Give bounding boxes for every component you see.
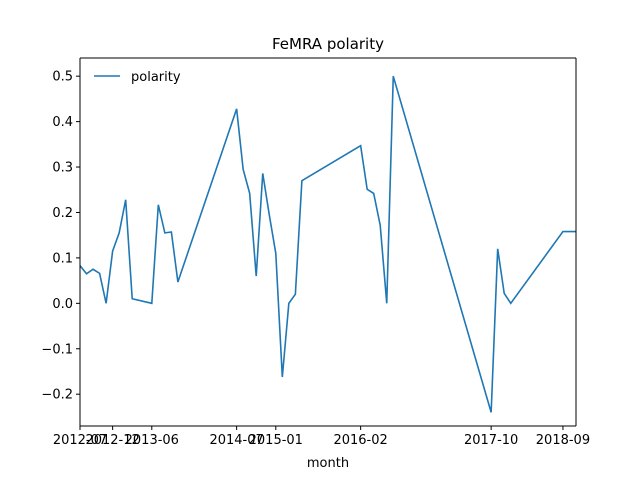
y-tick-label: 0.5 bbox=[52, 70, 73, 85]
y-tick-label: 0.3 bbox=[52, 161, 73, 176]
x-axis-label: month bbox=[307, 456, 349, 471]
y-tick-label: −0.1 bbox=[41, 342, 73, 357]
legend-label-polarity: polarity bbox=[131, 70, 181, 85]
x-tick-label: 2012-12 bbox=[85, 433, 139, 448]
x-tick-label: 2013-06 bbox=[125, 433, 179, 448]
axes-frame bbox=[79, 57, 577, 427]
series-layer bbox=[79, 75, 577, 413]
plot-frame-fill bbox=[80, 58, 576, 426]
x-tick-label: 2014-07 bbox=[209, 433, 263, 448]
y-axis-ticks: −0.2 −0.1 0.0 0.1 0.2 0.3 0.4 0.5 bbox=[41, 70, 80, 403]
x-tick-label: 2017-10 bbox=[464, 433, 518, 448]
x-tick-label: 2015-01 bbox=[249, 433, 303, 448]
x-tick-label: 2018-09 bbox=[536, 433, 590, 448]
y-tick-label: 0.0 bbox=[52, 297, 73, 312]
y-tick-label: 0.4 bbox=[52, 115, 73, 130]
plot-area bbox=[80, 58, 576, 426]
legend: polarity bbox=[94, 70, 181, 85]
y-tick-label: 0.2 bbox=[52, 206, 73, 221]
chart-title: FeMRA polarity bbox=[272, 35, 384, 53]
y-tick-label: −0.2 bbox=[41, 388, 73, 403]
y-tick-label: 0.1 bbox=[52, 251, 73, 266]
series-line-polarity bbox=[79, 75, 576, 413]
x-tick-label: 2016-02 bbox=[333, 433, 387, 448]
x-tick-label: 2012-07 bbox=[53, 433, 107, 448]
